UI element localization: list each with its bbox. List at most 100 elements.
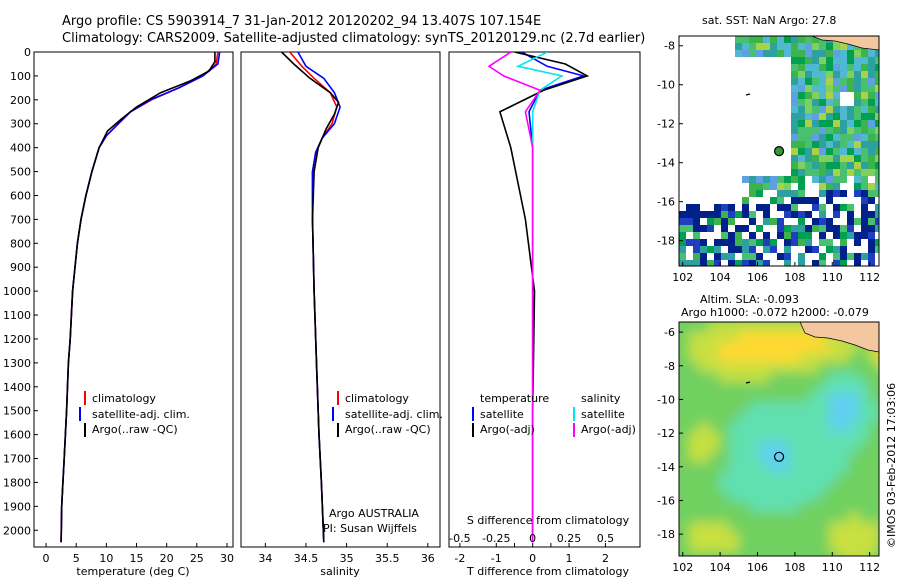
sst-cell <box>854 92 861 99</box>
sla-cell <box>689 322 700 333</box>
sst-cell <box>735 225 742 232</box>
sla-cell <box>719 422 730 433</box>
sla-cell <box>829 412 840 423</box>
sst-cell <box>875 57 879 64</box>
sst-cell <box>868 106 875 113</box>
sla-cell <box>749 352 760 363</box>
sst-cell <box>805 197 812 204</box>
sst-cell <box>798 155 805 162</box>
sst-cell <box>714 253 721 260</box>
sst-cell <box>679 253 686 260</box>
sla-cell <box>749 342 760 353</box>
sla-cell <box>809 422 820 433</box>
sla-cell <box>779 442 790 453</box>
sst-cell <box>819 218 826 225</box>
sla-cell <box>839 442 850 453</box>
sla-cell <box>829 462 840 473</box>
sst-cell <box>791 106 798 113</box>
sla-cell <box>679 382 680 393</box>
sst-cell <box>840 225 847 232</box>
sst-cell <box>819 169 826 176</box>
sst-cell <box>728 246 735 253</box>
sla-cell <box>729 522 740 533</box>
sst-cell <box>861 190 868 197</box>
sst-cell <box>840 113 847 120</box>
sst-cell <box>819 260 826 266</box>
sla-cell <box>719 512 730 523</box>
sla-cell <box>849 422 860 433</box>
sla-cell <box>679 542 680 553</box>
sla-cell <box>769 362 780 373</box>
sla-cell <box>749 532 760 543</box>
sst-cell <box>819 141 826 148</box>
sla-cell <box>799 552 810 556</box>
sst-cell <box>847 120 854 127</box>
sla-cell <box>819 512 830 523</box>
sla-cell <box>739 512 750 523</box>
sst-cell <box>861 176 868 183</box>
sla-cell <box>729 462 740 473</box>
sla-cell <box>869 352 879 363</box>
sla-cell <box>779 392 790 403</box>
sla-cell <box>819 462 830 473</box>
sla-cell <box>729 472 740 483</box>
sla-cell <box>769 382 780 393</box>
sst-cell <box>826 225 833 232</box>
sla-cell <box>749 442 760 453</box>
sst-cell <box>847 141 854 148</box>
sst-cell <box>763 204 770 211</box>
x-tick-label: -1 <box>491 552 502 565</box>
sla-cell <box>739 482 750 493</box>
sst-cell <box>805 78 812 85</box>
sst-cell <box>791 120 798 127</box>
sla-cell <box>689 372 700 383</box>
sla-cell <box>679 472 690 483</box>
sla-cell <box>699 362 710 373</box>
sst-cell <box>749 50 756 57</box>
legend-label-s-satellite: satellite <box>581 408 625 421</box>
sst-cell <box>819 176 826 183</box>
map-x-tick-label: 106 <box>747 271 768 284</box>
sla-cell <box>689 552 700 556</box>
sla-cell <box>839 472 850 483</box>
sst-cell <box>798 148 805 155</box>
sla-cell <box>819 412 830 423</box>
sla-cell <box>829 482 840 493</box>
sst-cell <box>721 225 728 232</box>
sst-cell <box>861 113 868 120</box>
sst-cell <box>798 197 805 204</box>
sst-cell <box>749 253 756 260</box>
sst-cell <box>749 260 756 266</box>
difference-axes-frame <box>448 51 641 548</box>
sst-cell <box>833 64 840 71</box>
sla-cell <box>879 332 890 343</box>
sst-cell <box>812 134 819 141</box>
legend-swatch-t-satellite <box>472 407 474 421</box>
sla-cell <box>739 372 750 383</box>
sst-cell <box>826 239 833 246</box>
sla-cell <box>679 382 690 393</box>
sst-cell <box>875 218 879 225</box>
sla-cell <box>839 502 850 513</box>
sla-cell <box>759 442 770 453</box>
sst-cell <box>749 43 756 50</box>
sla-cell <box>839 532 850 543</box>
sst-cell <box>840 246 847 253</box>
sla-cell <box>739 362 750 373</box>
sst-cell <box>819 183 826 190</box>
sst-cell <box>805 120 812 127</box>
x-tick-label: 5 <box>73 552 80 565</box>
x-tick-label: 10 <box>99 552 113 565</box>
sst-cell <box>686 225 693 232</box>
sst-cell <box>819 225 826 232</box>
sst-cell <box>868 232 875 239</box>
sla-cell <box>809 342 820 353</box>
sla-cell <box>879 562 890 573</box>
sst-cell <box>735 43 742 50</box>
sst-cell <box>875 169 879 176</box>
sst-cell <box>798 260 805 266</box>
sst-cell <box>763 43 770 50</box>
sst-cell <box>756 204 763 211</box>
sst-cell <box>805 71 812 78</box>
sst-cell <box>798 169 805 176</box>
